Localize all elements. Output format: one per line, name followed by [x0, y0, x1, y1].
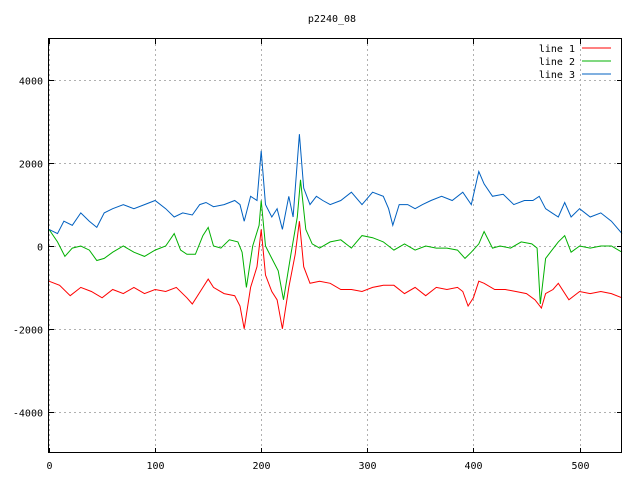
legend: line 1 line 2 line 3: [539, 44, 611, 81]
x-tick-label: 400: [464, 461, 482, 472]
series-layer: [48, 134, 623, 329]
x-tick-label: 0: [46, 461, 52, 472]
legend-label-3: line 3: [539, 70, 575, 81]
chart-title: p2240_08: [308, 14, 356, 25]
grid: [49, 39, 622, 453]
series-line-3: [48, 134, 623, 235]
legend-label-1: line 1: [539, 44, 575, 55]
y-tick-label: 2000: [19, 160, 43, 171]
x-tick-label: 100: [146, 461, 164, 472]
y-tick-label: 4000: [19, 77, 43, 88]
x-tick-label: 200: [252, 461, 270, 472]
y-tick-label: -2000: [13, 326, 43, 337]
x-tick-label: 300: [358, 461, 376, 472]
y-tick-label: -4000: [13, 409, 43, 420]
series-line-2: [48, 179, 623, 305]
plot-frame: [48, 38, 622, 453]
x-tick-label: 500: [571, 461, 589, 472]
series-line-1: [48, 221, 623, 329]
legend-label-2: line 2: [539, 57, 575, 68]
y-tick-label: 0: [37, 243, 43, 254]
axis-ticks: 0 100 200 300 400 500 -4000 -2000 0 2000 4000: [13, 39, 622, 472]
